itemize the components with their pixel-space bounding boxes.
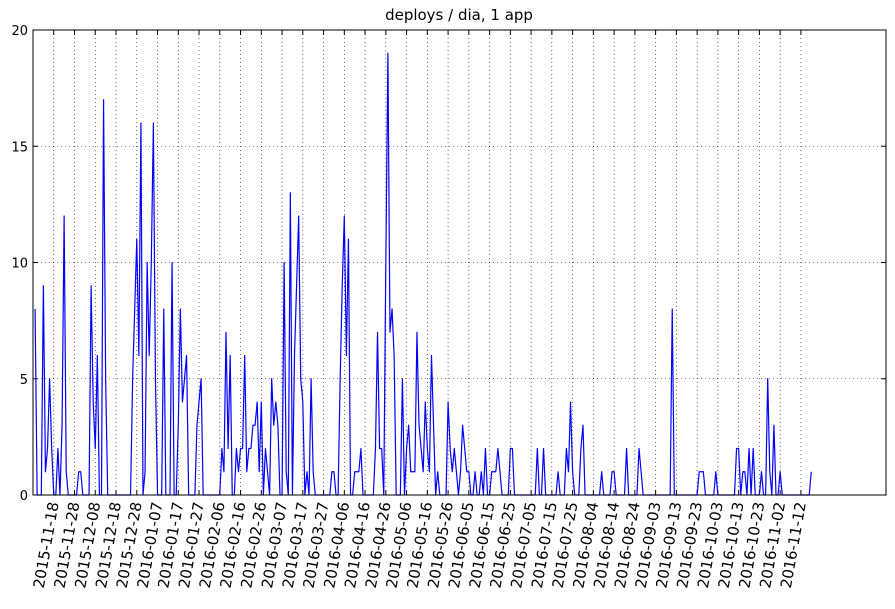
y-tick-label: 20 <box>11 24 28 39</box>
y-tick-label: 10 <box>11 257 28 272</box>
y-tick-label: 5 <box>20 373 28 388</box>
data-line <box>34 52 812 496</box>
plot-frame <box>32 29 887 496</box>
y-tick-label: 0 <box>20 489 28 504</box>
chart-title: deploys / dia, 1 app <box>385 6 533 24</box>
y-tick-label: 15 <box>11 140 28 155</box>
